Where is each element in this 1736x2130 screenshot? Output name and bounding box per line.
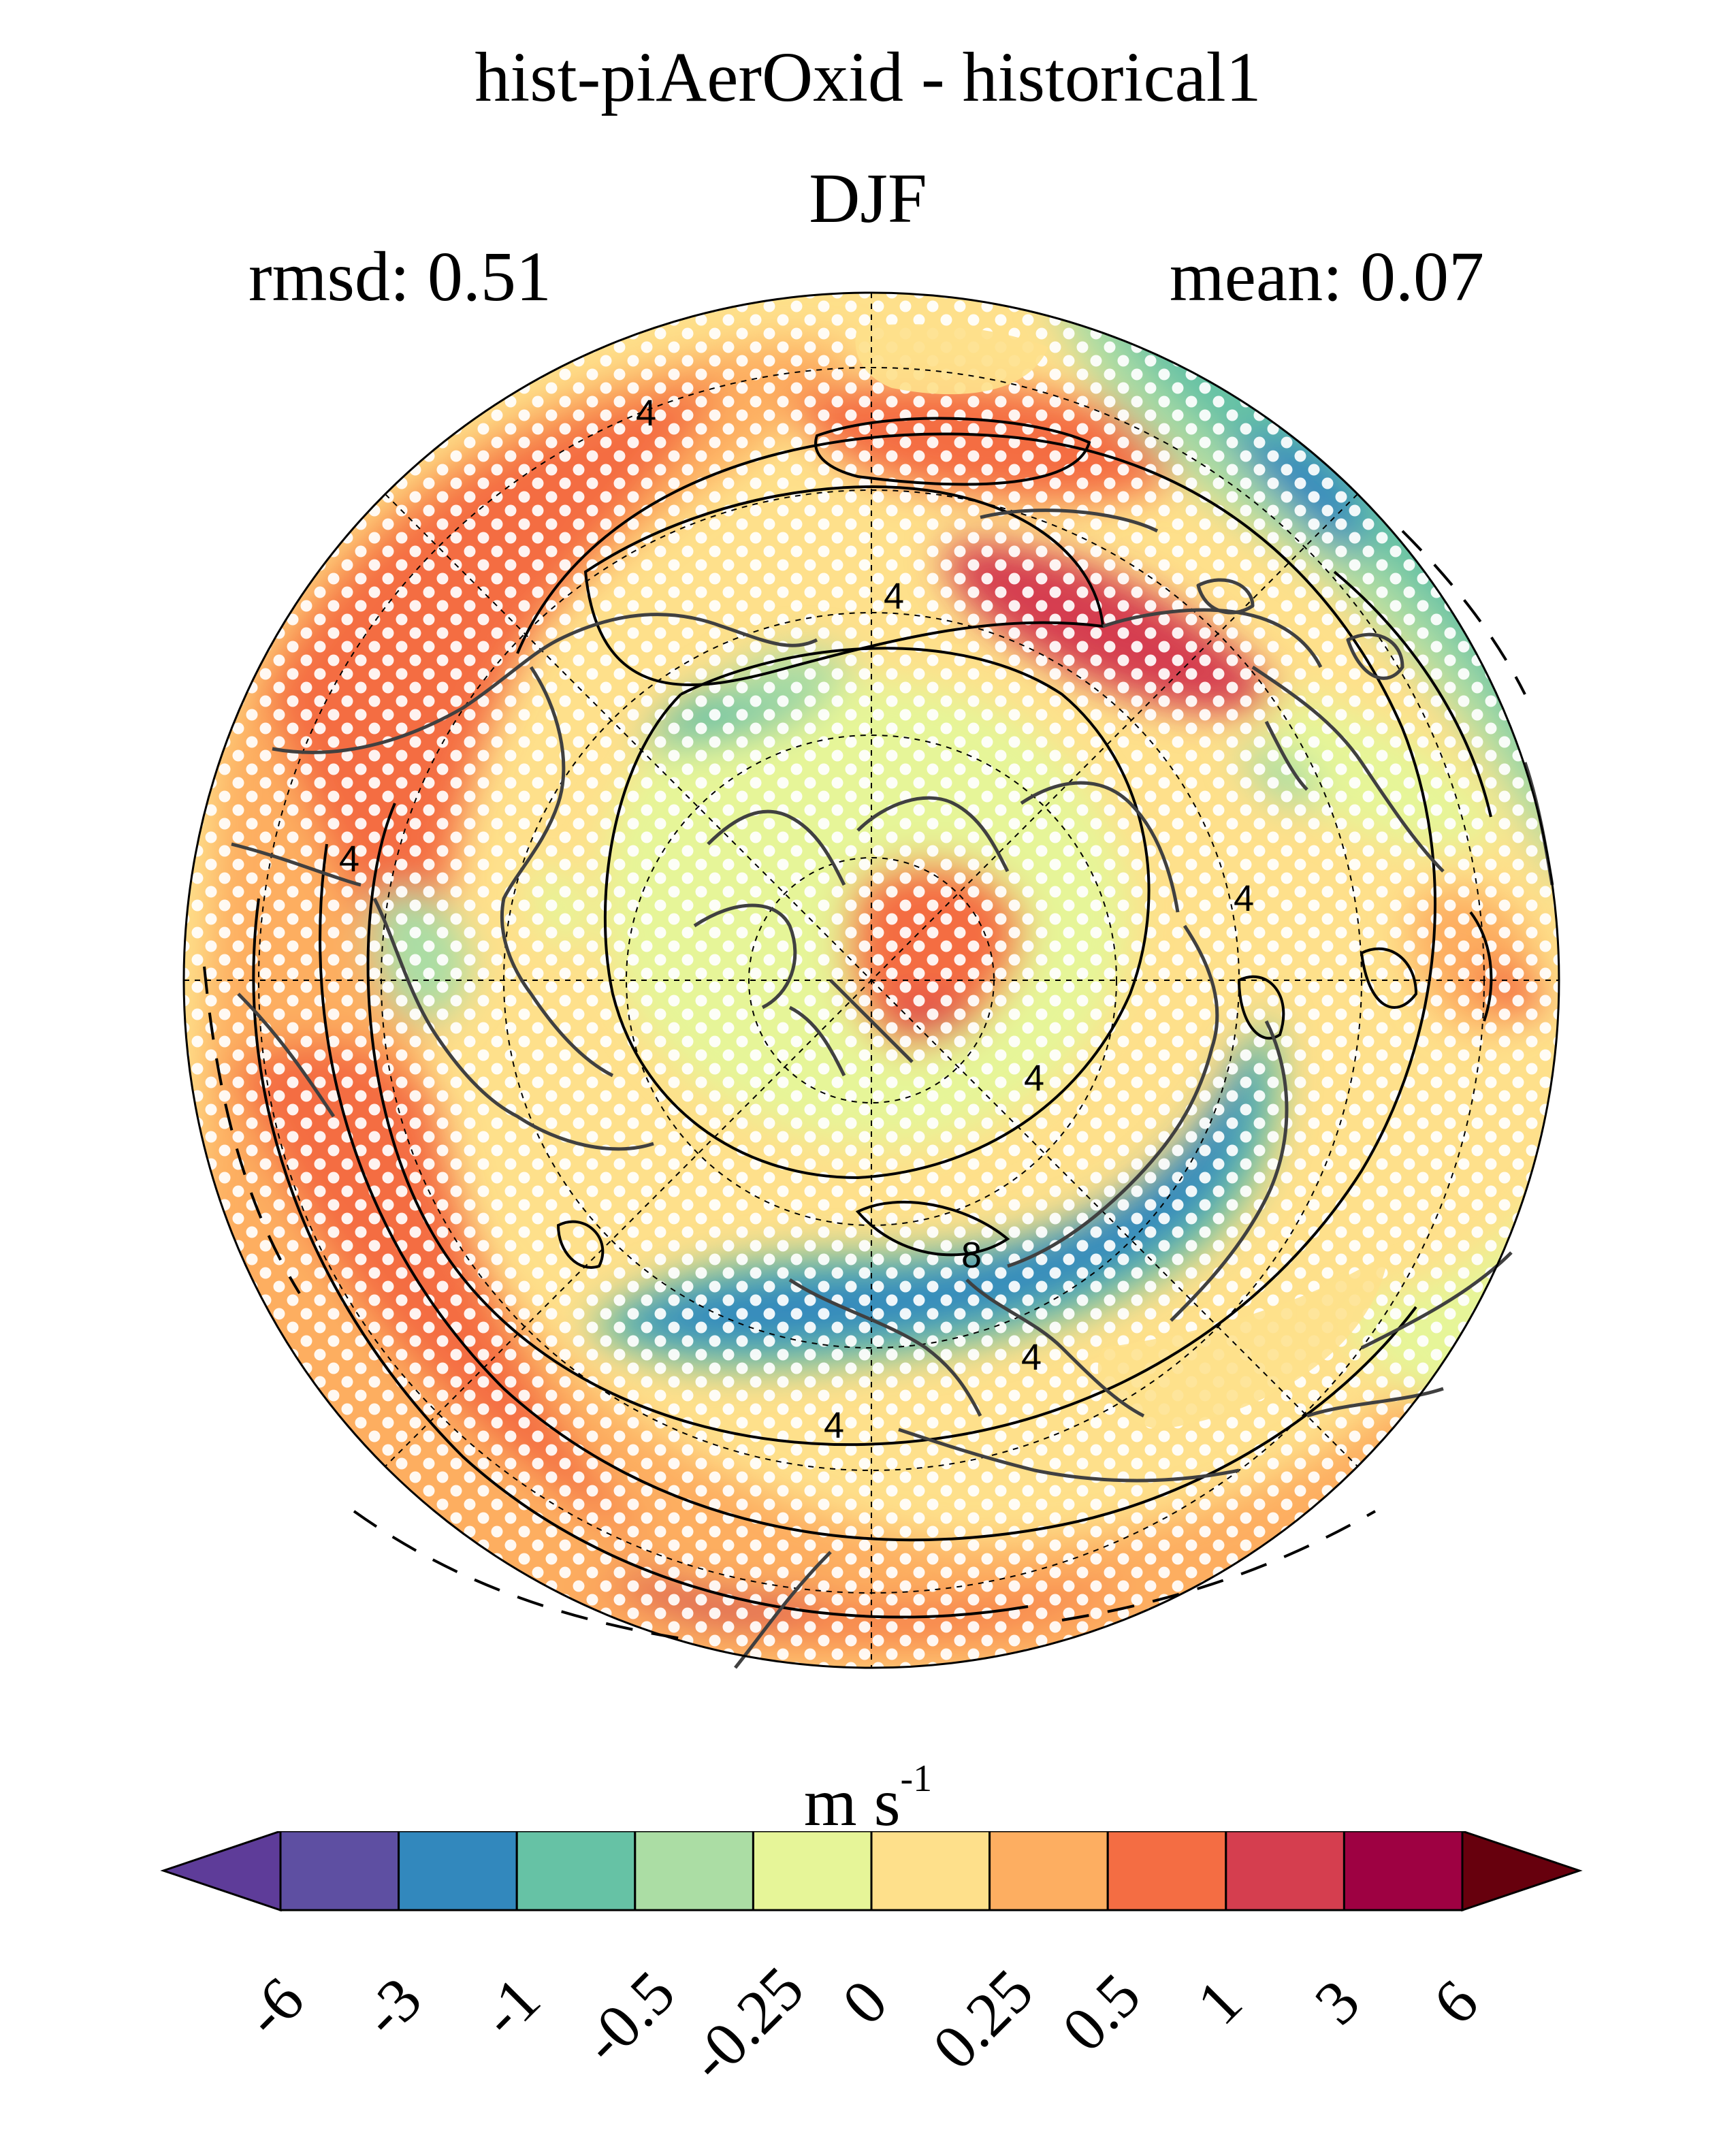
- rmsd-label: rmsd: 0.51: [248, 238, 551, 316]
- colorbar-swatch: [1343, 1831, 1464, 1911]
- colorbar-swatch: [870, 1831, 991, 1911]
- contour-label: 4: [339, 839, 359, 880]
- colorbar-extend-high: [1461, 1831, 1583, 1912]
- colorbar-tick-label: 1: [1183, 1966, 1255, 2038]
- contours: [203, 417, 1526, 1642]
- colorbar-tick-label: 3: [1302, 1966, 1373, 2038]
- colorbar-swatch: [1106, 1831, 1227, 1911]
- colorbar-swatch: [752, 1831, 873, 1911]
- map-title: hist-piAerOxid - historical1: [475, 38, 1261, 116]
- colorbar-tick-label: 0.25: [919, 1956, 1046, 2083]
- contour-label: 4: [1234, 878, 1254, 919]
- contour-labels: 4 4 4 4 4 4 4 8: [339, 393, 1254, 1446]
- colorbar-swatch: [515, 1831, 637, 1911]
- colorbar-swatch: [1225, 1831, 1345, 1911]
- colorbar-swatch: [279, 1831, 400, 1911]
- colorbar-tick-label: 6: [1419, 1966, 1492, 2038]
- polar-map: 4 4 4 4 4 4 4 8: [182, 291, 1560, 1669]
- colorbar-extend-low: [160, 1831, 282, 1912]
- season-label: DJF: [809, 159, 927, 238]
- units-exponent: -1: [900, 1758, 933, 1800]
- colorbar-tick-label: -0.25: [675, 1953, 818, 2095]
- colorbar-tick-label: 0.5: [1048, 1960, 1153, 2065]
- colorbar-tick-label: -0.5: [568, 1957, 688, 2077]
- colorbar-swatch: [398, 1831, 518, 1911]
- contour-label: 4: [636, 393, 656, 434]
- contour-label: 8: [961, 1235, 982, 1276]
- colorbar-swatch: [988, 1831, 1109, 1911]
- colorbar-tick-label: 0: [829, 1966, 901, 2038]
- colorbar-units: m s-1: [0, 1760, 1736, 1837]
- colorbar-tick-label: -6: [230, 1963, 317, 2050]
- colorbar: [160, 1831, 1583, 1912]
- contour-label: 4: [1021, 1337, 1042, 1378]
- contour-label: 4: [1024, 1058, 1044, 1099]
- colorbar-tick-label: -1: [466, 1963, 553, 2050]
- mean-label: mean: 0.07: [1169, 238, 1484, 316]
- contour-label: 4: [884, 576, 904, 617]
- units-main: m s: [803, 1764, 901, 1840]
- map-border: [182, 291, 1560, 1669]
- colorbar-tick-label: -3: [349, 1963, 435, 2050]
- contour-label: 4: [824, 1405, 844, 1446]
- colorbar-swatch: [634, 1831, 754, 1911]
